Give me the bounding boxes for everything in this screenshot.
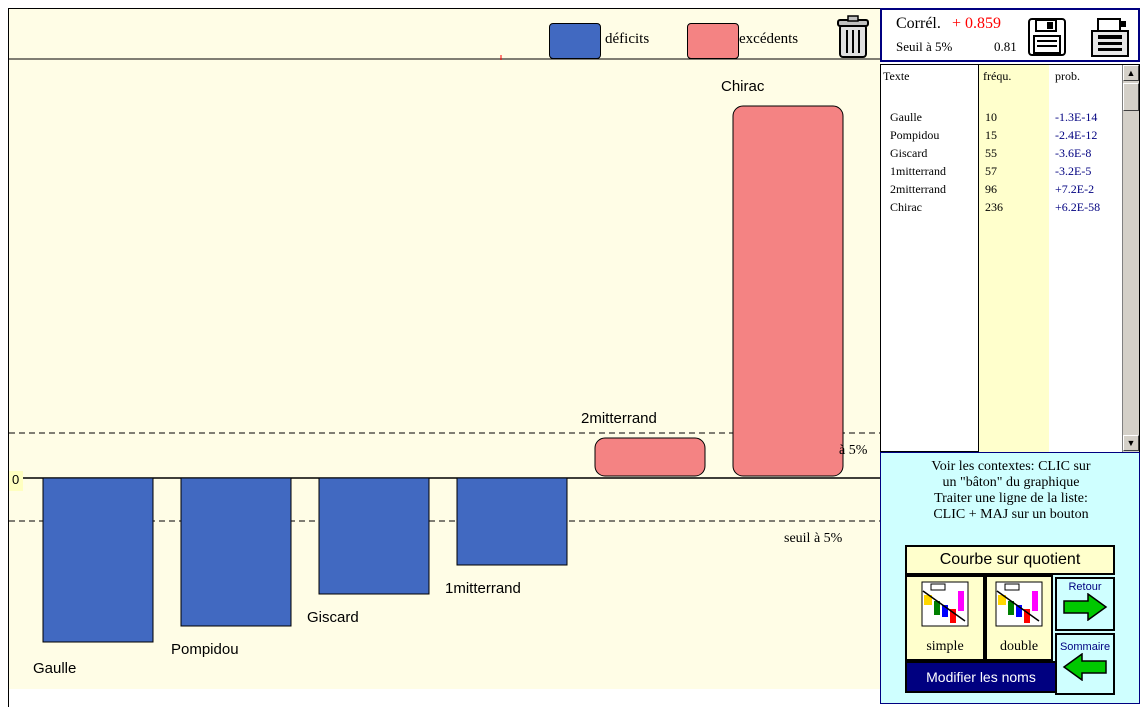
- help-line-1: Voir les contextes: CLIC sur: [931, 459, 1091, 474]
- controls-panel: Voir les contextes: CLIC sur un "bâton" …: [880, 452, 1140, 704]
- chart-area[interactable]: 0 Gaulle Pompidou Giscard 1mitterrand 2mitter…: [8, 8, 881, 707]
- bar-label-chirac: Chirac: [721, 78, 765, 95]
- list-item-name: Chirac: [890, 200, 922, 214]
- help-line-3: Traiter une ligne de la liste:: [934, 491, 1088, 506]
- chart-thumbnail-icon: [921, 581, 969, 627]
- list-item[interactable]: Giscard 55 -3.6E-8: [881, 146, 1141, 163]
- sommaire-label: Sommaire: [1059, 641, 1111, 653]
- list-item[interactable]: 2mitterrand 96 +7.2E-2: [881, 182, 1141, 199]
- seuil-label: Seuil à 5%: [896, 39, 953, 54]
- trash-icon[interactable]: [837, 15, 869, 59]
- legend-deficit-label: déficits: [605, 31, 650, 47]
- results-list[interactable]: Texte fréqu. prob. Gaulle 10 -1.3E-14 Pompi…: [880, 64, 1140, 452]
- list-item[interactable]: Chirac 236 +6.2E-58: [881, 200, 1141, 217]
- bar-chirac: [732, 105, 844, 477]
- double-label: double: [999, 639, 1039, 654]
- correlation-panel: Corrél. + 0.859 Seuil à 5% 0.81: [880, 8, 1140, 62]
- list-item-prob: +6.2E-58: [1055, 200, 1101, 214]
- legend-deficit-swatch: [549, 23, 601, 59]
- legend-excedent-swatch: [687, 23, 739, 59]
- legend-excedent-label: excédents: [739, 31, 799, 47]
- scroll-thumb[interactable]: [1123, 83, 1139, 111]
- list-item-name: Pompidou: [890, 128, 940, 142]
- help-line-4: CLIC + MAJ sur un bouton: [933, 507, 1089, 522]
- list-item-freq: 15: [985, 128, 997, 142]
- sommaire-button[interactable]: Sommaire: [1055, 633, 1115, 695]
- list-item-freq: 96: [985, 182, 997, 196]
- chart-bottom-strip: [9, 689, 881, 707]
- list-header: Texte fréqu. prob.: [881, 69, 1141, 86]
- prob-column: [1049, 65, 1126, 452]
- arrow-left-icon: [1062, 652, 1107, 682]
- seuil-value: 0.81: [994, 39, 1017, 54]
- zero-label: 0: [12, 472, 19, 487]
- list-item-freq: 236: [985, 200, 1003, 214]
- list-item-freq: 55: [985, 146, 997, 160]
- freq-column: [978, 65, 1050, 452]
- bar-label-1mitterrand: 1mitterrand: [445, 580, 521, 597]
- list-item-freq: 57: [985, 164, 997, 178]
- list-item-freq: 10: [985, 110, 997, 124]
- zero-label-bg: [9, 471, 23, 491]
- threshold-label-top: à 5%: [839, 443, 868, 458]
- list-item-prob: +7.2E-2: [1055, 182, 1095, 196]
- list-item[interactable]: Gaulle 10 -1.3E-14: [881, 110, 1141, 127]
- correl-label: Corrél.: [896, 15, 941, 32]
- bar-giscard: [318, 477, 430, 595]
- list-item[interactable]: Pompidou 15 -2.4E-12: [881, 128, 1141, 145]
- simple-button[interactable]: simple: [905, 575, 985, 661]
- list-item-prob: -1.3E-14: [1055, 110, 1098, 124]
- bar-pompidou: [180, 477, 292, 627]
- bar-label-giscard: Giscard: [307, 609, 359, 626]
- bar-label-pompidou: Pompidou: [171, 641, 239, 658]
- header-frequ[interactable]: fréqu.: [983, 69, 1012, 83]
- bar-gaulle: [42, 477, 154, 643]
- list-item-name: 2mitterrand: [890, 182, 946, 196]
- simple-label: simple: [926, 639, 964, 654]
- scroll-down-button[interactable]: ▼: [1123, 435, 1139, 451]
- header-texte[interactable]: Texte: [883, 69, 910, 83]
- printer-icon[interactable]: [1090, 18, 1130, 58]
- bar-label-gaulle: Gaulle: [33, 660, 76, 677]
- list-item-name: Giscard: [890, 146, 928, 160]
- retour-label: Retour: [1068, 581, 1102, 593]
- bar-chart[interactable]: 0 Gaulle Pompidou Giscard 1mitterrand 2mitter…: [9, 9, 881, 707]
- list-item-prob: -3.2E-5: [1055, 164, 1092, 178]
- list-item-prob: -3.6E-8: [1055, 146, 1092, 160]
- list-item-prob: -2.4E-12: [1055, 128, 1098, 142]
- courbe-quotient-button[interactable]: Courbe sur quotient: [905, 545, 1115, 575]
- modifier-noms-button[interactable]: Modifier les noms: [905, 661, 1057, 693]
- retour-button[interactable]: Retour: [1055, 577, 1115, 631]
- list-item-name: Gaulle: [890, 110, 922, 124]
- list-scrollbar[interactable]: ▲ ▼: [1122, 65, 1139, 452]
- bar-label-2mitterrand: 2mitterrand: [581, 410, 657, 427]
- floppy-disk-icon[interactable]: [1028, 18, 1066, 56]
- bar-2mitterrand: [594, 437, 706, 477]
- double-button[interactable]: double: [985, 575, 1053, 661]
- list-item[interactable]: 1mitterrand 57 -3.2E-5: [881, 164, 1141, 181]
- bar-1mitterrand: [456, 477, 568, 566]
- arrow-right-icon: [1063, 592, 1108, 622]
- help-line-2: un "bâton" du graphique: [942, 475, 1080, 490]
- threshold-label-bottom: seuil à 5%: [784, 531, 843, 546]
- correl-value: + 0.859: [952, 15, 1002, 32]
- help-text: Voir les contextes: CLIC sur un "bâton" …: [881, 459, 1141, 523]
- chart-thumbnail-icon: [995, 581, 1043, 627]
- scroll-up-button[interactable]: ▲: [1123, 65, 1139, 81]
- header-prob[interactable]: prob.: [1055, 69, 1080, 83]
- list-item-name: 1mitterrand: [890, 164, 946, 178]
